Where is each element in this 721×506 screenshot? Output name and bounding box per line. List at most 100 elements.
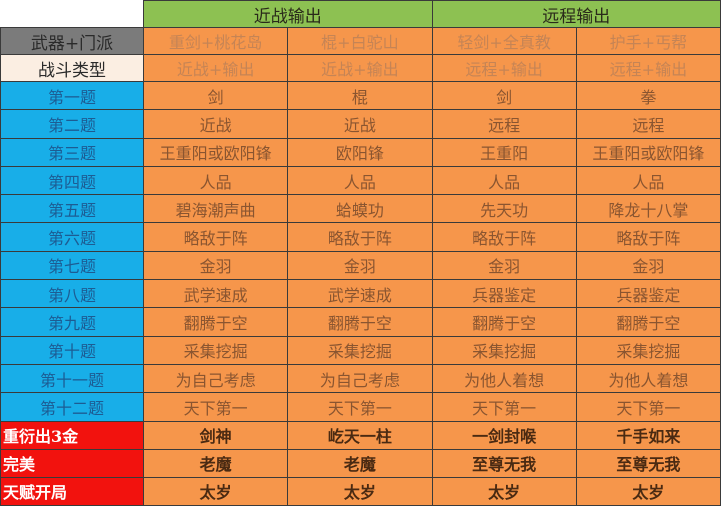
answer-cell: 为自己考虑	[287, 363, 433, 394]
row-label: 第五题	[0, 194, 144, 224]
row-label: 第十一题	[0, 363, 144, 394]
answer-cell: 天下第一	[287, 392, 433, 422]
answer-cell: 轻剑+全真教	[431, 27, 577, 55]
table-row: 第一题剑棍剑拳	[0, 80, 721, 111]
answer-cell: 王重阳或欧阳锋	[575, 137, 721, 167]
answer-cell: 为他人着想	[431, 363, 577, 394]
answer-cell: 天下第一	[142, 392, 289, 422]
answer-cell: 千手如来	[575, 420, 721, 450]
answer-cell: 远程	[575, 109, 721, 139]
answer-cell: 先天功	[431, 194, 577, 224]
row-label: 重衍出3金	[0, 420, 144, 450]
answer-cell: 一剑封喉	[431, 420, 577, 450]
answer-cell: 太岁	[142, 476, 289, 506]
answer-cell: 近战	[142, 109, 289, 139]
answer-cell: 远程+输出	[575, 54, 721, 82]
answer-cell: 剑神	[142, 420, 289, 450]
answer-cell: 蛤蟆功	[287, 194, 433, 224]
answer-cell: 太岁	[431, 476, 577, 506]
table-row: 第十一题 为自己考虑 为自己考虑 为他人着想 为他人着想	[0, 363, 721, 394]
answer-cell: 近战+输出	[142, 54, 289, 82]
group-header-melee: 近战输出	[143, 0, 433, 28]
answer-cell: 近战+输出	[287, 54, 433, 82]
table-row: 第五题 碧海潮声曲 蛤蟆功 先天功 降龙十八掌	[0, 194, 721, 224]
answer-cell: 金羽	[431, 250, 577, 281]
row-label: 第四题	[0, 165, 144, 196]
answer-cell: 略敌于阵	[431, 222, 577, 252]
answer-cell: 至尊无我	[431, 448, 577, 478]
answer-cell: 老魔	[287, 448, 433, 478]
answer-cell: 兵器鉴定	[431, 279, 577, 309]
answer-cell: 人品	[431, 165, 577, 196]
answer-cell: 近战	[287, 109, 433, 139]
table-row: 第四题 人品 人品 人品 人品	[0, 165, 721, 196]
answer-cell: 天下第一	[575, 392, 721, 422]
answer-cell: 翻腾于空	[431, 307, 577, 337]
table-row: 武器+门派 重剑+桃花岛 棍+白驼山 轻剑+全真教 护手+丐帮	[0, 27, 721, 55]
answer-cell: 兵器鉴定	[575, 279, 721, 309]
answer-cell: 棍	[287, 80, 433, 111]
row-label: 武器+门派	[0, 27, 144, 55]
answer-cell: 至尊无我	[575, 448, 721, 478]
answer-cell: 老魔	[142, 448, 289, 478]
answer-cell: 天下第一	[431, 392, 577, 422]
corner-cell	[0, 0, 144, 28]
answer-cell: 翻腾于空	[142, 307, 289, 337]
answer-cell: 为自己考虑	[142, 363, 289, 394]
row-label: 完美	[0, 448, 144, 478]
row-label: 第九题	[0, 307, 144, 337]
answer-cell: 采集挖掘	[142, 335, 289, 365]
table-row: 第九题 翻腾于空 翻腾于空 翻腾于空 翻腾于空	[0, 307, 721, 337]
row-label: 第十题	[0, 335, 144, 365]
table-row: 第三题 王重阳或欧阳锋 欧阳锋 王重阳 王重阳或欧阳锋	[0, 137, 721, 167]
row-label: 第六题	[0, 222, 144, 252]
answer-cell: 武学速成	[287, 279, 433, 309]
answer-cell: 翻腾于空	[575, 307, 721, 337]
answer-cell: 剑	[431, 80, 577, 111]
row-label: 第十二题	[0, 392, 144, 422]
answer-cell: 人品	[575, 165, 721, 196]
answer-cell: 金羽	[575, 250, 721, 281]
table-row: 第七题 金羽 金羽 金羽 金羽	[0, 250, 721, 281]
header-row: 近战输出 远程输出	[0, 0, 721, 28]
answer-cell: 远程	[431, 109, 577, 139]
table-row: 第八题 武学速成 武学速成 兵器鉴定 兵器鉴定	[0, 279, 721, 309]
table-row: 第十题 采集挖掘 采集挖掘 采集挖掘 采集挖掘	[0, 335, 721, 365]
answer-cell: 金羽	[142, 250, 289, 281]
answer-cell: 碧海潮声曲	[142, 194, 289, 224]
table-row: 第二题 近战 近战 远程 远程	[0, 109, 721, 139]
answer-cell: 采集挖掘	[431, 335, 577, 365]
table-row: 天赋开局 太岁 太岁 太岁 太岁	[0, 476, 721, 506]
answer-cell: 太岁	[287, 476, 433, 506]
row-label: 第七题	[0, 250, 144, 281]
answer-cell: 屹天一柱	[287, 420, 433, 450]
row-label: 第八题	[0, 279, 144, 309]
answer-cell: 武学速成	[142, 279, 289, 309]
answer-cell: 略敌于阵	[575, 222, 721, 252]
row-label: 第二题	[0, 109, 144, 139]
table-row: 战斗类型 近战+输出 近战+输出 远程+输出 远程+输出	[0, 54, 721, 82]
answer-cell: 采集挖掘	[575, 335, 721, 365]
answer-cell: 采集挖掘	[287, 335, 433, 365]
row-label: 第三题	[0, 137, 144, 167]
group-header-ranged: 远程输出	[431, 0, 721, 28]
table-row: 完美 老魔 老魔 至尊无我 至尊无我	[0, 448, 721, 478]
row-label: 天赋开局	[0, 476, 144, 506]
table-row: 第十二题 天下第一 天下第一 天下第一 天下第一	[0, 392, 721, 422]
answer-cell: 远程+输出	[431, 54, 577, 82]
row-label: 第一题	[0, 80, 144, 111]
answer-cell: 为他人着想	[575, 363, 721, 394]
answer-cell: 欧阳锋	[287, 137, 433, 167]
answer-cell: 拳	[575, 80, 721, 111]
answer-cell: 剑	[142, 80, 289, 111]
answer-cell: 王重阳或欧阳锋	[142, 137, 289, 167]
answer-cell: 人品	[287, 165, 433, 196]
answer-cell: 略敌于阵	[287, 222, 433, 252]
answer-cell: 降龙十八掌	[575, 194, 721, 224]
answer-cell: 金羽	[287, 250, 433, 281]
row-label: 战斗类型	[0, 54, 144, 82]
table-row: 重衍出3金 剑神 屹天一柱 一剑封喉 千手如来	[0, 420, 721, 450]
answer-cell: 棍+白驼山	[287, 27, 433, 55]
answer-cell: 重剑+桃花岛	[142, 27, 289, 55]
